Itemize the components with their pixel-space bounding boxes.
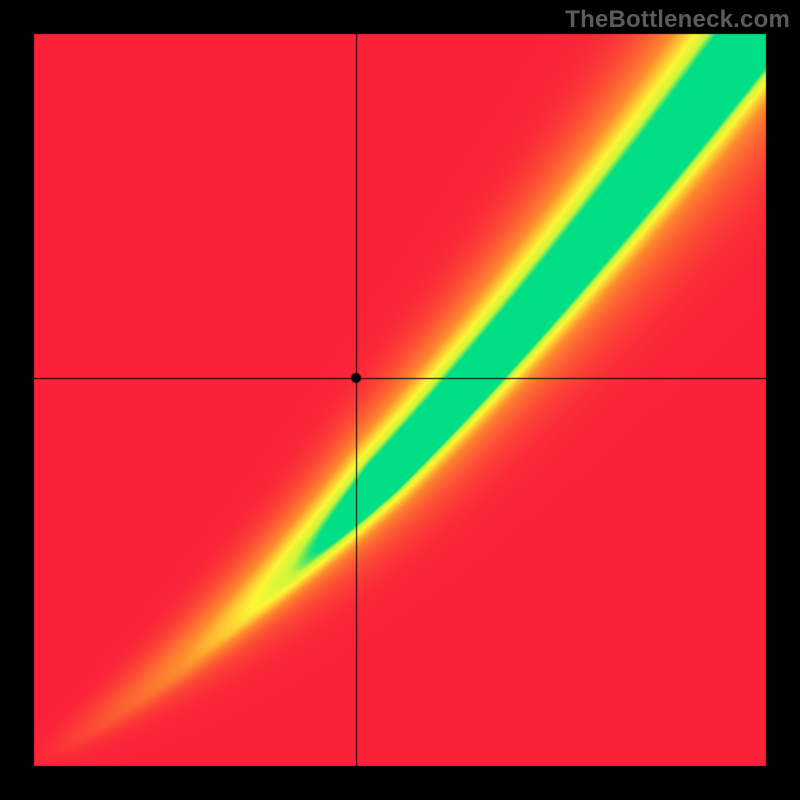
heatmap-canvas — [0, 0, 800, 800]
chart-container: TheBottleneck.com — [0, 0, 800, 800]
watermark-text: TheBottleneck.com — [565, 6, 790, 34]
